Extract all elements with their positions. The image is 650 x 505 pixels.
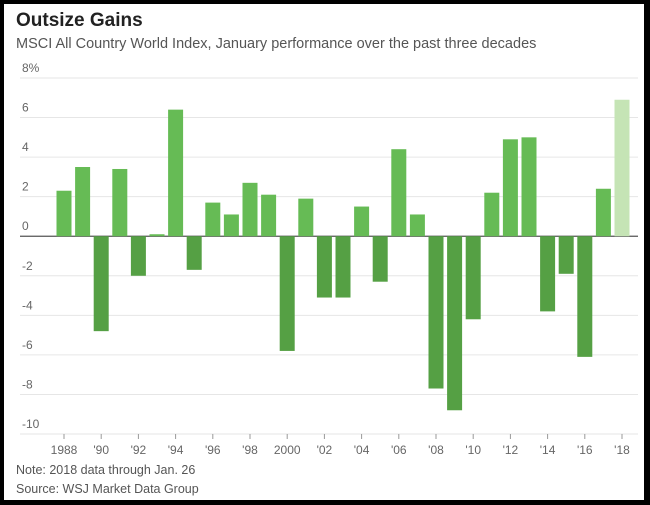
chart-title: Outsize Gains bbox=[16, 10, 143, 31]
bar-2002 bbox=[316, 236, 332, 298]
bar-2009 bbox=[447, 236, 463, 411]
bar-1991 bbox=[112, 168, 128, 237]
bar-2015 bbox=[558, 236, 574, 274]
x-tick-label: '92 bbox=[131, 443, 147, 457]
y-tick-label: 4 bbox=[22, 140, 29, 154]
bar-2014 bbox=[540, 236, 556, 312]
x-tick-label: '10 bbox=[465, 443, 481, 457]
y-tick-label: -6 bbox=[22, 338, 33, 352]
x-tick-label: '96 bbox=[205, 443, 221, 457]
y-tick-label: 2 bbox=[22, 180, 29, 194]
x-tick-label: '18 bbox=[614, 443, 630, 457]
x-tick-label: '02 bbox=[317, 443, 333, 457]
bar-1999 bbox=[261, 194, 277, 237]
x-tick-label: '04 bbox=[354, 443, 370, 457]
x-tick-label: '12 bbox=[503, 443, 519, 457]
y-tick-label: 8% bbox=[22, 61, 40, 75]
x-tick-label: '16 bbox=[577, 443, 593, 457]
bar-2011 bbox=[484, 192, 500, 237]
bar-2013 bbox=[521, 137, 537, 237]
y-tick-label: 0 bbox=[22, 219, 29, 233]
x-tick-label: '98 bbox=[242, 443, 258, 457]
bar-2010 bbox=[465, 236, 481, 320]
x-tick-label: '08 bbox=[428, 443, 444, 457]
bar-2001 bbox=[298, 198, 314, 237]
bar-1994 bbox=[168, 109, 184, 237]
x-tick-label: '06 bbox=[391, 443, 407, 457]
bar-1995 bbox=[186, 236, 202, 270]
x-tick-label: '94 bbox=[168, 443, 184, 457]
bar-2016 bbox=[577, 236, 593, 357]
y-tick-label: -10 bbox=[22, 417, 40, 431]
bar-1997 bbox=[223, 214, 239, 237]
bar-2007 bbox=[409, 214, 425, 237]
y-tick-label: -4 bbox=[22, 298, 33, 312]
bar-1989 bbox=[75, 167, 91, 237]
y-tick-label: -2 bbox=[22, 259, 33, 273]
y-tick-label: 6 bbox=[22, 101, 29, 115]
y-tick-label: -8 bbox=[22, 377, 33, 391]
bar-2018 bbox=[614, 99, 630, 237]
bar-2004 bbox=[354, 206, 370, 237]
chart-subtitle: MSCI All Country World Index, January pe… bbox=[16, 36, 537, 52]
bar-1996 bbox=[205, 202, 221, 237]
bar-1993 bbox=[149, 234, 165, 237]
bar-1998 bbox=[242, 182, 258, 237]
bar-2017 bbox=[595, 188, 611, 237]
bar-2005 bbox=[372, 236, 388, 282]
chart-source: Source: WSJ Market Data Group bbox=[16, 482, 199, 496]
x-tick-label: 1988 bbox=[51, 443, 78, 457]
bar-1992 bbox=[130, 236, 146, 276]
x-tick-label: '14 bbox=[540, 443, 556, 457]
bar-2012 bbox=[502, 139, 518, 237]
bar-2006 bbox=[391, 149, 407, 237]
bar-1988 bbox=[56, 190, 72, 237]
bar-1990 bbox=[93, 236, 109, 332]
bar-2003 bbox=[335, 236, 351, 298]
bar-2008 bbox=[428, 236, 444, 389]
x-tick-label: '90 bbox=[93, 443, 109, 457]
chart-note: Note: 2018 data through Jan. 26 bbox=[16, 463, 196, 477]
x-tick-label: 2000 bbox=[274, 443, 301, 457]
bar-2000 bbox=[279, 236, 295, 351]
